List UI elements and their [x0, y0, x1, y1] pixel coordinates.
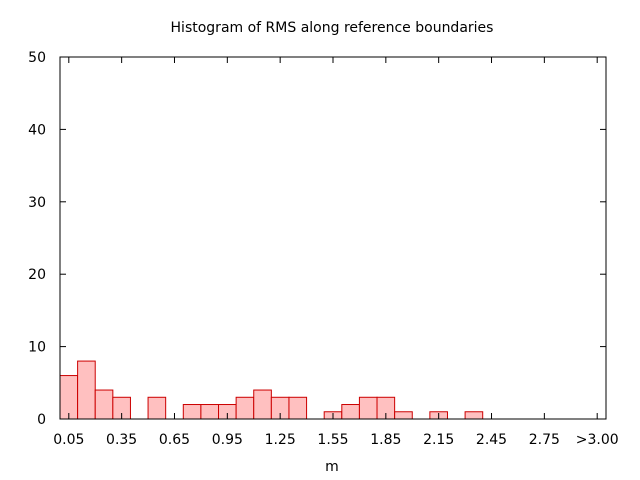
histogram-bar — [182, 404, 202, 420]
histogram-bar — [253, 389, 272, 420]
histogram-bar — [235, 396, 255, 420]
y-tick-label: 50 — [28, 50, 46, 66]
histogram-bar — [77, 360, 96, 420]
x-tick-label: 2.15 — [423, 432, 454, 448]
ticks-group — [60, 56, 606, 420]
histogram-bar — [341, 404, 360, 420]
y-tick-label: 10 — [28, 340, 46, 356]
y-tick-label: 30 — [28, 195, 46, 211]
x-tick-label: >3.00 — [576, 432, 619, 448]
histogram-bar — [394, 411, 413, 420]
x-tick-label: 1.85 — [370, 432, 401, 448]
histogram-bar — [59, 375, 79, 420]
x-tick-label: 0.35 — [106, 432, 137, 448]
x-tick-label: 1.25 — [265, 432, 296, 448]
tick-labels-group: 0 10 20 30 40 50 0.05 0.35 0.65 0.95 1.25 1.55 1.85 2… — [28, 50, 618, 448]
histogram-bar — [288, 396, 308, 420]
histogram-bar — [147, 396, 167, 420]
y-tick-label: 20 — [28, 267, 46, 283]
chart-title: Histogram of RMS along reference boundar… — [171, 20, 494, 36]
x-axis-label: m — [325, 459, 339, 475]
histogram-bar — [358, 396, 378, 420]
x-tick-label: 0.65 — [159, 432, 190, 448]
x-tick-label: 2.45 — [476, 432, 507, 448]
y-tick-label: 0 — [37, 412, 46, 428]
histogram-bar — [200, 404, 220, 420]
plot-frame — [59, 56, 607, 420]
histogram-bar — [464, 411, 484, 420]
bars-group — [59, 360, 484, 420]
x-tick-label: 2.75 — [529, 432, 560, 448]
histogram-bar — [94, 389, 114, 420]
x-tick-label: 0.95 — [212, 432, 243, 448]
x-tick-label: 0.05 — [53, 432, 84, 448]
y-tick-label: 40 — [28, 122, 46, 138]
x-tick-label: 1.55 — [317, 432, 348, 448]
